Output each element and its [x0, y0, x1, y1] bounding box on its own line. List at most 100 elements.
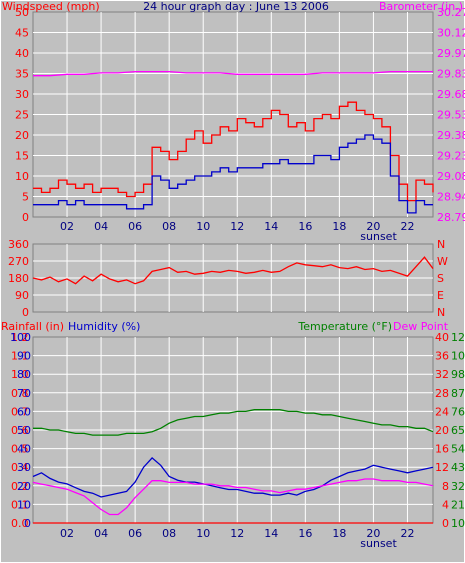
barometer-tick-label: 28.79 — [437, 211, 465, 224]
humidity-tick-label: 90 — [17, 350, 31, 363]
fahrenheit-tick-label: 109 — [451, 350, 465, 363]
humidity-tick-label: 20 — [17, 480, 31, 493]
barometer-tick-label: 29.08 — [437, 170, 465, 183]
fahrenheit-tick-label: 10 — [451, 517, 465, 530]
windspeed-tick-label: 10 — [15, 170, 29, 183]
celsius-tick-label: 12 — [435, 461, 449, 474]
barometer-tick-label: 29.23 — [437, 150, 465, 163]
x-tick-label: 16 — [298, 527, 312, 540]
rainfall-axis-label: Rainfall (in) — [1, 320, 64, 333]
barometer-axis-label: Barometer (in.) — [379, 0, 463, 13]
windspeed-axis-label: Windspeed (mph) — [2, 0, 100, 13]
fahrenheit-tick-label: 120 — [451, 331, 465, 344]
x-tick-label: 12 — [230, 220, 244, 233]
windspeed-gust-line — [33, 101, 434, 202]
rainfall-tick-label: 0.7 — [11, 405, 29, 418]
rainfall-tick-label: 1.0 — [11, 368, 29, 381]
windspeed-tick-label: 35 — [15, 68, 29, 81]
humidity-tick-label: 60 — [17, 405, 31, 418]
humidity-tick-label: 40 — [17, 443, 31, 456]
sunset-marker-label: sunset — [360, 230, 397, 243]
humidity-axis-label: Humidity (%) — [68, 320, 140, 333]
humidity-tick-label: 50 — [17, 424, 31, 437]
rainfall-tick-label: 0.8 — [11, 387, 29, 400]
windspeed-tick-label: 15 — [15, 150, 29, 163]
humidity-tick-label: 0 — [24, 517, 31, 530]
celsius-tick-label: 16 — [435, 443, 449, 456]
x-tick-label: 16 — [298, 220, 312, 233]
x-tick-label: 06 — [128, 527, 142, 540]
direction-degree-tick-label: 0 — [22, 306, 29, 319]
x-tick-label: 22 — [400, 220, 414, 233]
fahrenheit-tick-label: 87 — [451, 387, 465, 400]
x-tick-label: 12 — [230, 527, 244, 540]
dewpoint-line — [32, 478, 434, 516]
celsius-tick-label: 32 — [435, 368, 449, 381]
barometer-line — [33, 70, 433, 77]
dewpoint-axis-label: Dew Point — [393, 320, 449, 333]
humidity-line — [32, 456, 434, 498]
x-tick-label: 04 — [94, 527, 108, 540]
rainfall-tick-label: 0.1 — [11, 498, 29, 511]
direction-compass-tick-label: N — [437, 306, 445, 319]
direction-degree-tick-label: 360 — [8, 238, 29, 251]
direction-degree-tick-label: 180 — [8, 272, 29, 285]
windspeed-tick-label: 0 — [22, 211, 29, 224]
x-tick-label: 10 — [196, 527, 210, 540]
direction-degree-tick-label: 90 — [15, 289, 29, 302]
barometer-tick-label: 30.12 — [437, 27, 465, 40]
windspeed-tick-label: 30 — [15, 88, 29, 101]
celsius-tick-label: 24 — [435, 405, 449, 418]
x-tick-label: 14 — [264, 220, 278, 233]
x-tick-label: 08 — [162, 220, 176, 233]
chart-title: 24 hour graph day : June 13 2006 — [143, 0, 329, 13]
x-tick-label: 08 — [162, 527, 176, 540]
rainfall-tick-label: 1.1 — [11, 350, 29, 363]
fahrenheit-tick-label: 54 — [451, 443, 465, 456]
rainfall-tick-label: 0.5 — [11, 443, 29, 456]
celsius-tick-label: 8 — [442, 480, 449, 493]
celsius-tick-label: 28 — [435, 387, 449, 400]
humidity-tick-label: 100 — [10, 331, 31, 344]
fahrenheit-tick-label: 98 — [451, 368, 465, 381]
rain-humidity-temperature-panel: 0.00.10.20.40.50.60.70.81.01.11.2 010203… — [1, 320, 465, 550]
x-tick-label: 22 — [400, 527, 414, 540]
barometer-tick-label: 29.97 — [437, 47, 465, 60]
windspeed-tick-label: 45 — [15, 27, 29, 40]
rainfall-tick-label: 0.2 — [11, 480, 29, 493]
barometer-tick-label: 29.83 — [437, 68, 465, 81]
celsius-tick-label: 4 — [442, 498, 449, 511]
x-tick-label: 20 — [366, 527, 380, 540]
windspeed-tick-label: 25 — [15, 109, 29, 122]
direction-degree-tick-label: 270 — [8, 255, 29, 268]
barometer-tick-label: 29.53 — [437, 109, 465, 122]
x-tick-label: 10 — [196, 220, 210, 233]
wind-barometer-panel: 0 5 10 15 20 25 30 35 40 45 50 28.79 28.94 29.08 29.2… — [2, 0, 465, 243]
x-tick-label: 20 — [366, 220, 380, 233]
temperature-axis-label: Temperature (°F) — [297, 320, 392, 333]
x-tick-label: 14 — [264, 527, 278, 540]
barometer-tick-label: 28.94 — [437, 191, 465, 204]
humidity-tick-label: 10 — [17, 498, 31, 511]
x-tick-label: 02 — [60, 527, 74, 540]
windspeed-tick-label: 20 — [15, 129, 29, 142]
celsius-tick-label: 20 — [435, 424, 449, 437]
windspeed-average-line — [33, 134, 433, 214]
humidity-tick-label: 70 — [17, 387, 31, 400]
fahrenheit-tick-label: 76 — [451, 405, 465, 418]
windspeed-tick-label: 50 — [15, 6, 29, 19]
direction-compass-tick-label: N — [437, 238, 445, 251]
windspeed-tick-label: 5 — [22, 191, 29, 204]
fahrenheit-tick-label: 32 — [451, 480, 465, 493]
fahrenheit-tick-label: 21 — [451, 498, 465, 511]
rainfall-tick-label: 0.4 — [11, 461, 29, 474]
x-tick-label: 06 — [128, 220, 142, 233]
rainfall-tick-label: 0.0 — [11, 517, 29, 530]
x-tick-label: 04 — [94, 220, 108, 233]
sunset-marker-label: sunset — [360, 537, 397, 550]
fahrenheit-tick-label: 43 — [451, 461, 465, 474]
barometer-tick-label: 30.27 — [437, 6, 465, 19]
